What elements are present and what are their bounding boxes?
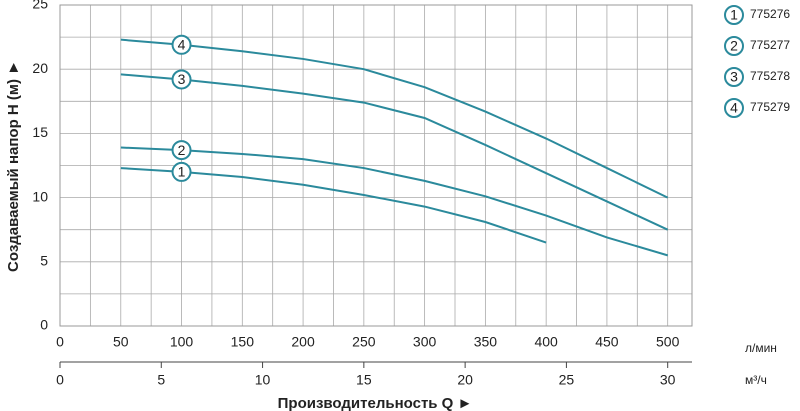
- legend-marker-label: 3: [730, 69, 738, 85]
- x-tick-label: 300: [413, 334, 437, 350]
- x2-tick-label: 25: [559, 372, 575, 388]
- y-tick-label: 25: [32, 0, 48, 12]
- x2-tick-label: 30: [660, 372, 676, 388]
- series-marker-label: 1: [178, 164, 186, 180]
- legend-marker-label: 2: [730, 38, 738, 54]
- y-tick-label: 10: [32, 188, 48, 204]
- x2-tick-label: 15: [356, 372, 372, 388]
- x2-tick-label: 0: [56, 372, 64, 388]
- x2-unit: м³/ч: [745, 373, 767, 387]
- x-tick-label: 0: [56, 334, 64, 350]
- x-tick-label: 400: [534, 334, 558, 350]
- legend-marker-label: 1: [730, 7, 738, 23]
- series-marker-label: 3: [178, 71, 186, 87]
- legend-label: 775276: [750, 7, 790, 21]
- y-tick-label: 15: [32, 124, 48, 140]
- x-unit: л/мин: [745, 341, 777, 355]
- x-tick-label: 50: [113, 334, 129, 350]
- x-tick-label: 200: [291, 334, 315, 350]
- y-tick-label: 5: [40, 253, 48, 269]
- legend-marker: [724, 36, 744, 56]
- y-tick-label: 20: [32, 60, 48, 76]
- x-tick-label: 500: [656, 334, 680, 350]
- legend-marker: [724, 98, 744, 118]
- legend-marker-label: 4: [730, 100, 738, 116]
- x2-tick-label: 5: [157, 372, 165, 388]
- series-marker-label: 4: [178, 37, 186, 53]
- series-marker: [171, 69, 192, 90]
- series-line: [120, 146, 668, 257]
- series-marker-label: 2: [178, 142, 186, 158]
- x-tick-label: 350: [474, 334, 498, 350]
- x-tick-label: 150: [231, 334, 255, 350]
- plot-frame: [59, 4, 693, 327]
- x-tick-label: 450: [595, 334, 619, 350]
- series-line: [120, 73, 669, 231]
- x-axis-title: Производительность Q ►: [278, 395, 473, 411]
- x-tick-label: 100: [170, 334, 194, 350]
- y-axis-title: Создаваемый напор H (м) ►: [5, 60, 22, 272]
- legend-marker: [724, 5, 744, 25]
- legend-label: 775279: [750, 100, 790, 114]
- series-line: [120, 38, 669, 199]
- x2-tick-label: 10: [255, 372, 271, 388]
- legend-marker: [724, 67, 744, 87]
- y-tick-label: 0: [40, 317, 48, 333]
- series-marker: [171, 140, 192, 161]
- series-marker: [171, 34, 192, 55]
- series-marker: [171, 161, 192, 182]
- series-line: [120, 167, 547, 244]
- x-tick-label: 250: [352, 334, 376, 350]
- legend-label: 775277: [750, 38, 790, 52]
- legend-label: 775278: [750, 69, 790, 83]
- x2-tick-label: 20: [457, 372, 473, 388]
